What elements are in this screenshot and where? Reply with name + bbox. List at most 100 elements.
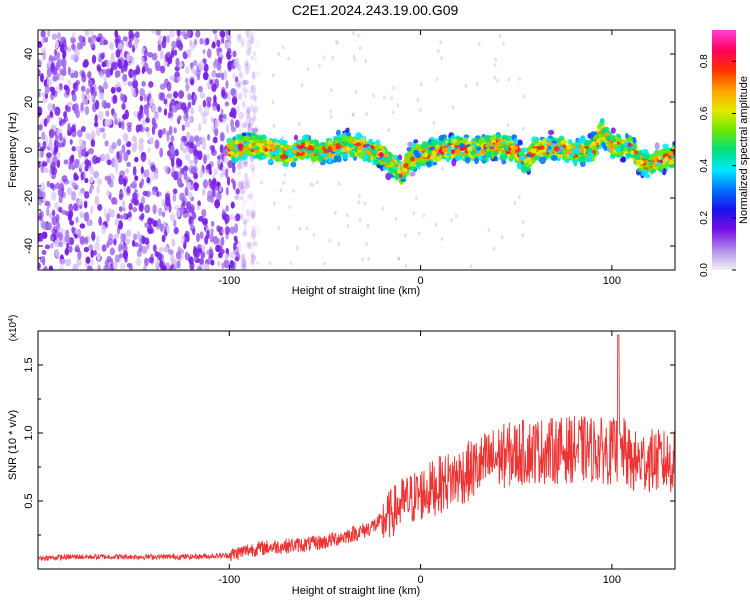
noise-blob — [140, 178, 145, 186]
noise-blob — [65, 85, 71, 96]
ridge-core — [269, 150, 275, 156]
ridge-core — [385, 161, 392, 167]
noise-blob — [197, 123, 202, 132]
noise-blob — [221, 166, 227, 175]
noise-blob — [121, 120, 125, 130]
ridge-core — [345, 146, 352, 152]
noise-blob — [40, 30, 46, 38]
ridge-cell — [578, 155, 586, 163]
noise-blob — [173, 49, 178, 56]
noise-blob — [41, 249, 47, 255]
noise-blob — [193, 38, 198, 46]
ridge-core — [342, 140, 349, 147]
noise-blob — [440, 56, 443, 61]
ridge-cell — [464, 157, 471, 164]
ridge-core — [286, 149, 292, 154]
noise-blob — [143, 265, 147, 270]
noise-blob — [166, 81, 172, 92]
noise-blob — [138, 142, 144, 152]
noise-blob — [168, 125, 173, 136]
noise-blob — [205, 169, 210, 176]
colorbar-tick-label: 0.4 — [699, 158, 710, 172]
noise-blob — [292, 188, 295, 193]
noise-blob — [188, 159, 194, 165]
noise-blob — [65, 104, 69, 111]
noise-blob — [245, 213, 252, 223]
noise-blob — [58, 132, 63, 142]
noise-blob — [251, 212, 255, 220]
noise-blob — [84, 150, 90, 157]
ridge-core — [322, 152, 328, 159]
noise-blob — [220, 72, 225, 81]
noise-blob — [51, 33, 58, 40]
ridge-core — [479, 148, 486, 154]
noise-blob — [71, 93, 77, 102]
noise-blob — [175, 57, 180, 67]
noise-blob — [71, 226, 75, 234]
noise-blob — [287, 56, 290, 61]
noise-blob — [251, 225, 256, 232]
noise-blob — [90, 249, 95, 258]
ridge-cell — [409, 166, 416, 171]
noise-blob — [177, 76, 182, 82]
noise-blob — [196, 205, 200, 211]
noise-blob — [115, 49, 121, 58]
noise-blob — [175, 103, 182, 110]
noise-blob — [38, 90, 41, 98]
noise-blob — [244, 79, 249, 85]
ridge-core — [562, 148, 567, 153]
ridge-core — [485, 142, 491, 147]
ridge-core — [595, 138, 601, 144]
noise-blob — [177, 170, 183, 179]
noise-blob — [55, 213, 60, 223]
noise-blob — [199, 92, 206, 99]
noise-blob — [139, 88, 146, 97]
noise-blob — [173, 219, 177, 228]
noise-blob — [337, 241, 341, 246]
noise-blob — [147, 146, 152, 154]
ridge-core — [450, 148, 455, 154]
noise-blob — [114, 70, 121, 78]
ridge-cell — [295, 139, 301, 145]
noise-blob — [391, 110, 395, 115]
noise-blob — [239, 256, 243, 267]
noise-blob — [126, 53, 131, 63]
noise-blob — [229, 252, 235, 259]
ridge-core — [365, 149, 372, 155]
noise-blob — [114, 118, 118, 126]
noise-blob — [248, 89, 254, 98]
snr-series — [38, 334, 675, 562]
noise-blob — [214, 199, 221, 209]
noise-blob — [232, 50, 237, 58]
ridge-cell — [241, 135, 249, 141]
noise-blob — [241, 259, 247, 269]
ridge-cell — [409, 171, 416, 177]
noise-blob — [68, 245, 73, 253]
noise-blob — [230, 118, 235, 128]
noise-blob — [195, 30, 201, 38]
ridge-cell — [355, 132, 362, 139]
ridge-core — [371, 149, 377, 155]
noise-blob — [169, 213, 176, 222]
noise-blob — [84, 30, 90, 37]
noise-blob — [41, 191, 46, 199]
ridge-core — [397, 169, 402, 174]
noise-blob — [217, 57, 223, 65]
ridge-cell — [509, 153, 516, 160]
noise-blob — [245, 69, 250, 75]
noise-blob — [229, 260, 235, 269]
noise-blob — [272, 123, 276, 128]
noise-blob — [248, 44, 253, 52]
noise-blob — [179, 142, 184, 152]
noise-blob — [172, 188, 178, 195]
y-tick-label: 20 — [23, 96, 35, 108]
noise-blob — [180, 102, 187, 111]
noise-blob — [133, 139, 138, 149]
ridge-core — [297, 145, 304, 149]
ridge-core — [300, 142, 306, 147]
noise-blob — [412, 211, 416, 216]
ridge-cell — [266, 139, 273, 146]
noise-blob — [334, 210, 337, 215]
noise-blob — [70, 36, 76, 44]
noise-blob — [223, 70, 228, 81]
